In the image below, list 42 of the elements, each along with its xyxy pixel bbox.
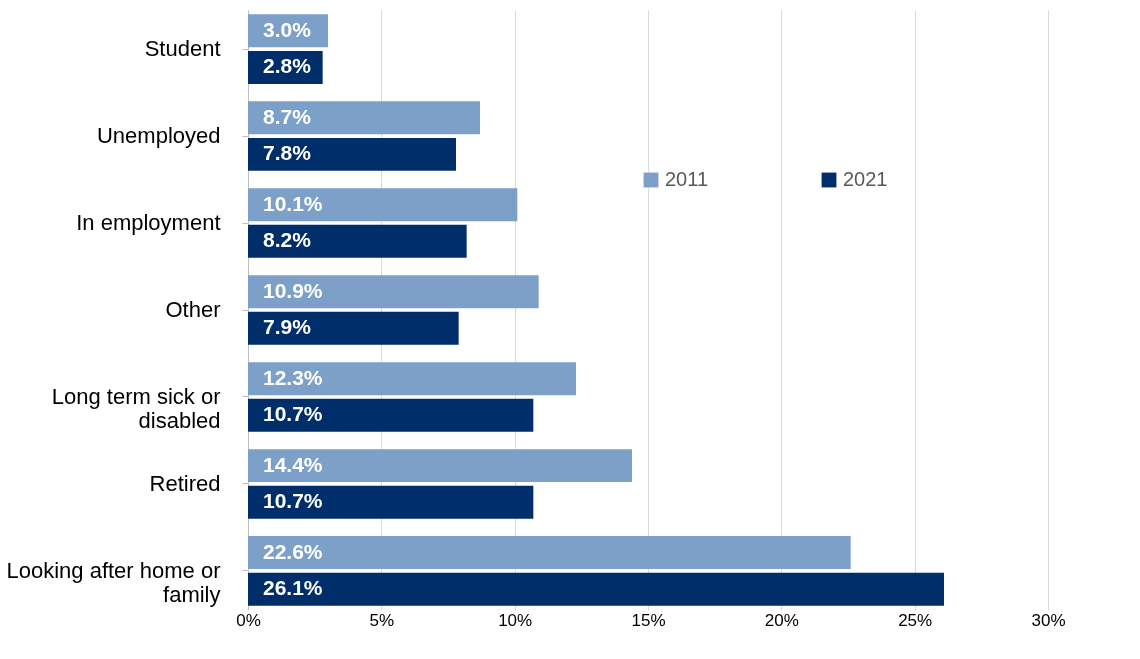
bar <box>248 188 518 222</box>
bar <box>248 137 456 171</box>
bar <box>248 536 851 570</box>
bar <box>248 398 534 432</box>
bar <box>248 362 576 396</box>
legend-label: 2021 <box>843 168 888 190</box>
data-label: 26.1% <box>263 576 323 600</box>
data-label: 3.0% <box>263 17 312 41</box>
x-tick-label: 20% <box>764 610 799 630</box>
y-tick-label: Retired <box>149 470 221 496</box>
x-tick-label: 10% <box>498 610 533 630</box>
x-tick-label: 15% <box>631 610 666 630</box>
y-tick-label: Other <box>165 297 221 322</box>
data-label: 8.2% <box>263 228 312 252</box>
x-tick-label: 25% <box>898 610 933 630</box>
data-label: 14.4% <box>263 452 323 476</box>
bar <box>248 449 632 483</box>
bar <box>248 101 480 135</box>
x-tick-label: 5% <box>369 610 395 630</box>
bar <box>248 572 944 606</box>
data-label: 10.1% <box>263 191 323 215</box>
bar <box>248 224 467 258</box>
data-label: 10.9% <box>263 278 323 302</box>
data-label: 2.8% <box>263 54 312 78</box>
data-label: 10.7% <box>263 489 323 513</box>
data-label: 12.3% <box>263 365 323 389</box>
legend-label: 2011 <box>665 168 709 190</box>
data-label: 7.9% <box>263 315 312 339</box>
data-label: 8.7% <box>263 104 312 128</box>
data-label: 7.8% <box>263 141 312 165</box>
y-tick-label: In employment <box>76 210 221 236</box>
x-tick-label: 30% <box>1031 610 1066 630</box>
data-label: 22.6% <box>263 539 323 563</box>
data-label: 10.7% <box>263 402 323 426</box>
y-tick-label: Looking after home or family <box>6 557 221 607</box>
bar <box>248 485 534 519</box>
y-tick-label: Long term sick or disabled <box>51 383 221 433</box>
bar <box>248 275 539 309</box>
bar <box>248 311 459 345</box>
y-tick-label: Unemployed <box>96 123 221 149</box>
y-tick-label: Student <box>144 36 221 62</box>
x-tick-label: 0% <box>236 610 261 630</box>
